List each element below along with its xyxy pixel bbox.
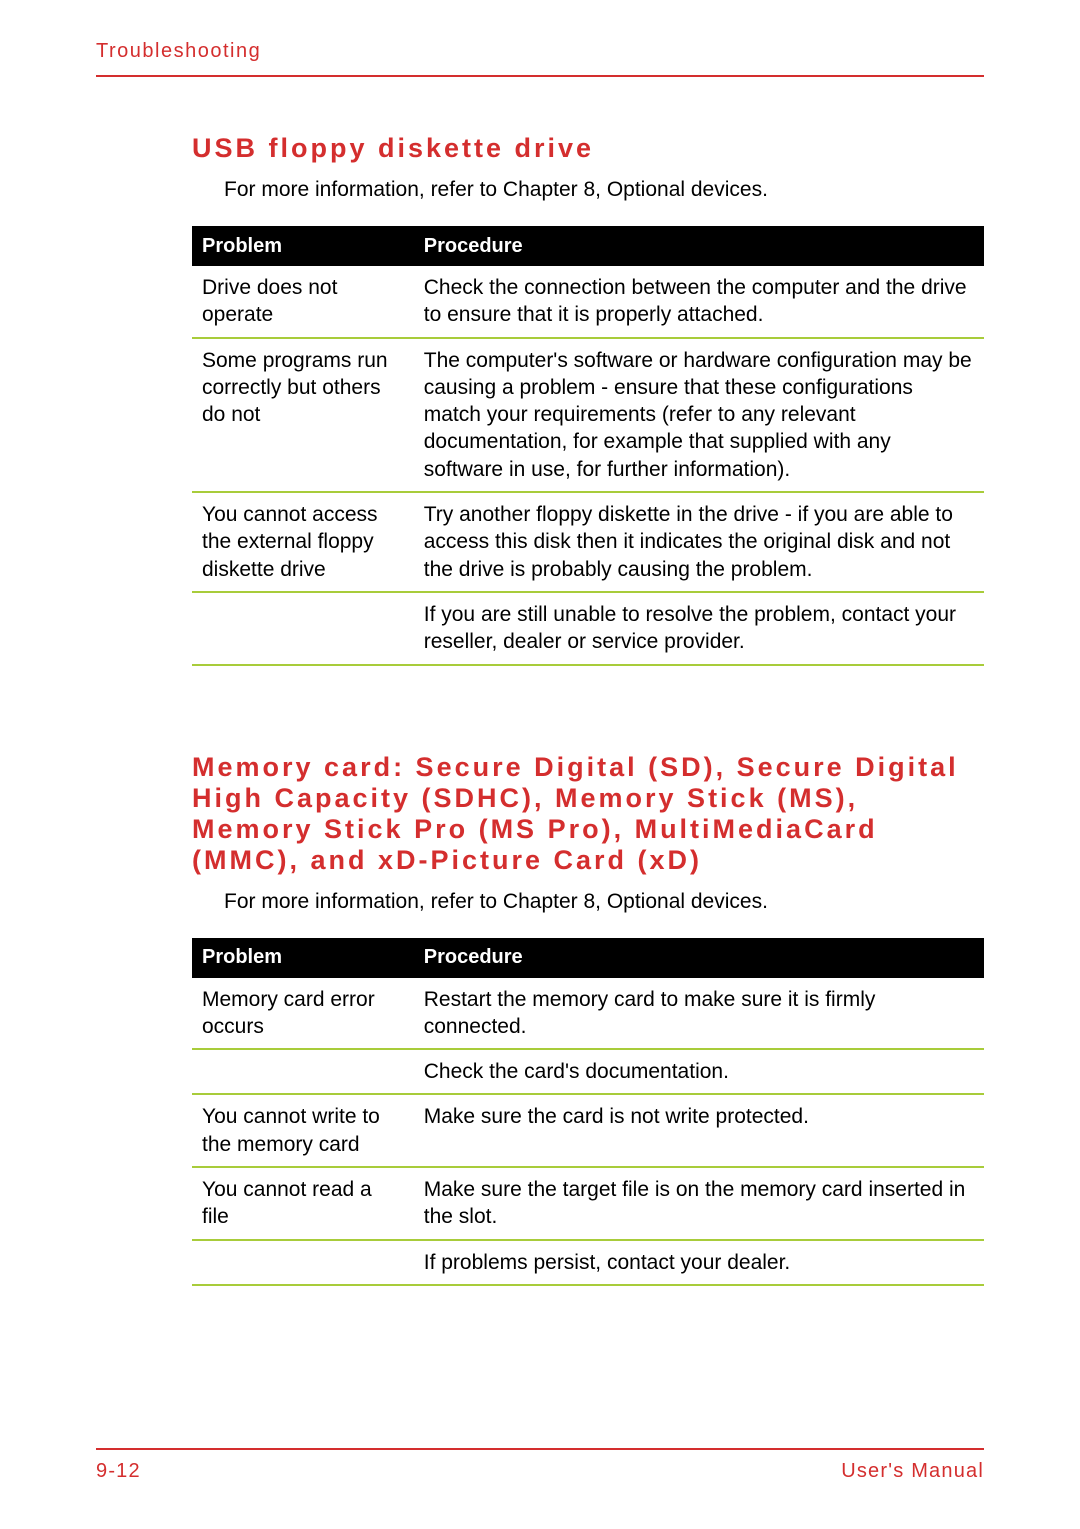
table-cell-procedure: Restart the memory card to make sure it …: [414, 978, 984, 1050]
table-cell-problem: You cannot access the external floppy di…: [192, 492, 414, 592]
table-cell-procedure: If you are still unable to resolve the p…: [414, 592, 984, 665]
table-cell-problem: [192, 1049, 414, 1094]
table-cell-problem: [192, 592, 414, 665]
table-cell-procedure: Make sure the card is not write protecte…: [414, 1094, 984, 1167]
table-header-procedure: Procedure: [414, 226, 984, 266]
page-content: USB floppy diskette drive For more infor…: [96, 133, 984, 1286]
table-cell-problem: You cannot read a file: [192, 1167, 414, 1240]
doc-label: User's Manual: [841, 1460, 984, 1483]
header-divider: [96, 75, 984, 77]
table-row: If you are still unable to resolve the p…: [192, 592, 984, 665]
table-cell-problem: Memory card error occurs: [192, 978, 414, 1050]
table-header-row: Problem Procedure: [192, 938, 984, 978]
table-cell-problem: You cannot write to the memory card: [192, 1094, 414, 1167]
table-row: Some programs run correctly but others d…: [192, 338, 984, 492]
table-header-row: Problem Procedure: [192, 226, 984, 266]
table-cell-procedure: If problems persist, contact your dealer…: [414, 1240, 984, 1285]
table-cell-procedure: The computer's software or hardware conf…: [414, 338, 984, 492]
table-row: You cannot read a file Make sure the tar…: [192, 1167, 984, 1240]
table-cell-problem: [192, 1240, 414, 1285]
section-title-memory-card: Memory card: Secure Digital (SD), Secure…: [192, 752, 984, 876]
page-header-label: Troubleshooting: [96, 40, 984, 63]
table-row: Drive does not operate Check the connect…: [192, 266, 984, 338]
table-cell-problem: Drive does not operate: [192, 266, 414, 338]
usb-floppy-table: Problem Procedure Drive does not operate…: [192, 226, 984, 666]
table-row: If problems persist, contact your dealer…: [192, 1240, 984, 1285]
table-cell-procedure: Try another floppy diskette in the drive…: [414, 492, 984, 592]
table-cell-procedure: Make sure the target file is on the memo…: [414, 1167, 984, 1240]
table-header-procedure: Procedure: [414, 938, 984, 978]
memory-card-table: Problem Procedure Memory card error occu…: [192, 938, 984, 1286]
table-row: You cannot access the external floppy di…: [192, 492, 984, 592]
table-row: Check the card's documentation.: [192, 1049, 984, 1094]
table-cell-procedure: Check the card's documentation.: [414, 1049, 984, 1094]
section-intro-memory-card: For more information, refer to Chapter 8…: [192, 890, 984, 914]
table-row: You cannot write to the memory card Make…: [192, 1094, 984, 1167]
table-cell-problem: Some programs run correctly but others d…: [192, 338, 414, 492]
page-number: 9-12: [96, 1460, 141, 1483]
table-cell-procedure: Check the connection between the compute…: [414, 266, 984, 338]
table-header-problem: Problem: [192, 938, 414, 978]
table-header-problem: Problem: [192, 226, 414, 266]
page-footer: 9-12 User's Manual: [96, 1448, 984, 1483]
table-row: Memory card error occurs Restart the mem…: [192, 978, 984, 1050]
section-intro-usb-floppy: For more information, refer to Chapter 8…: [192, 178, 984, 202]
section-title-usb-floppy: USB floppy diskette drive: [192, 133, 984, 164]
